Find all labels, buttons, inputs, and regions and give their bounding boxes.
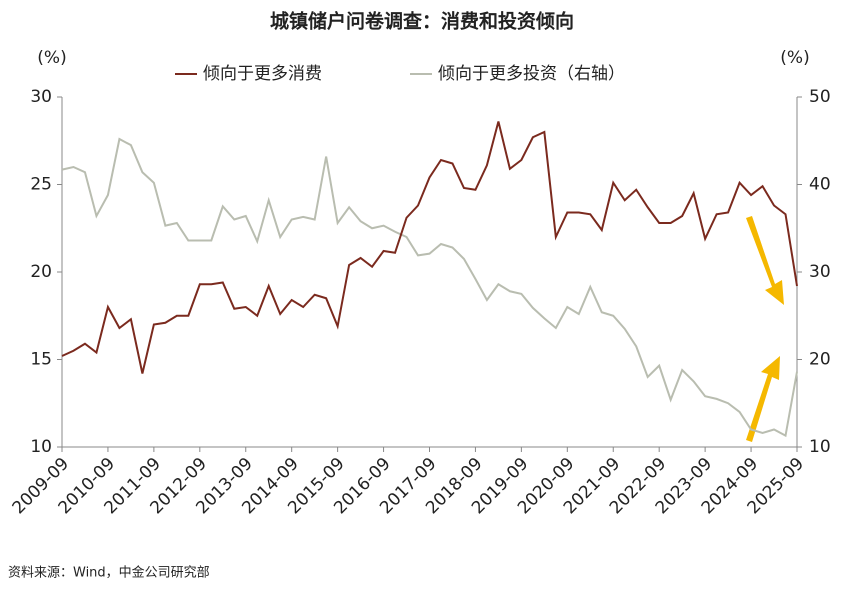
y2-tick-label: 20: [809, 350, 831, 370]
arrows: [746, 216, 784, 442]
legend-label: 倾向于更多消费: [203, 64, 322, 84]
y-tick-label: 15: [30, 350, 52, 370]
y2-tick-label: 10: [809, 437, 831, 457]
series-line: [61, 137, 798, 438]
y-tick-label: 25: [30, 175, 52, 195]
y2-axis-label: (%): [780, 48, 809, 68]
y2-tick-label: 40: [809, 175, 831, 195]
y-tick-label: 10: [30, 437, 52, 457]
y2-tick-label: 50: [809, 87, 831, 107]
series-line: [61, 121, 798, 374]
arrow-down: [746, 216, 784, 305]
y-axis-label: (%): [37, 48, 66, 68]
y2-tick-label: 30: [809, 262, 831, 282]
arrow-up: [746, 356, 780, 442]
source-note: 资料来源：Wind，中金公司研究部: [8, 565, 210, 581]
y-tick-label: 30: [30, 87, 52, 107]
chart-title: 城镇储户问卷调查：消费和投资倾向: [270, 10, 574, 33]
y-tick-label: 20: [30, 262, 52, 282]
legend-label: 倾向于更多投资（右轴）: [438, 64, 625, 84]
